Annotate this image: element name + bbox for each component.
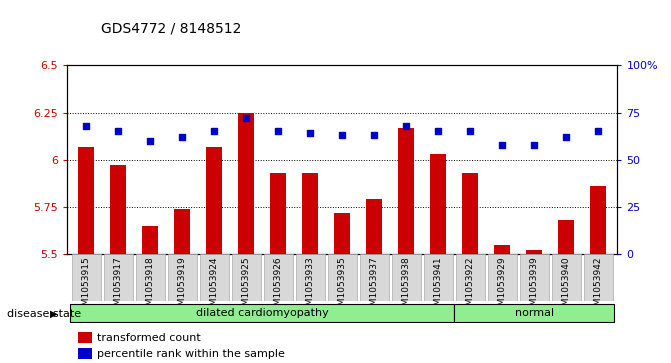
Bar: [462, 173, 478, 254]
FancyBboxPatch shape: [168, 254, 197, 301]
Text: GSM1053937: GSM1053937: [370, 256, 378, 317]
Text: GSM1053942: GSM1053942: [594, 256, 603, 317]
Point: [529, 142, 539, 147]
FancyBboxPatch shape: [232, 254, 260, 301]
Bar: [79, 147, 95, 254]
Text: transformed count: transformed count: [97, 333, 201, 343]
FancyBboxPatch shape: [424, 254, 452, 301]
Point: [497, 142, 507, 147]
FancyBboxPatch shape: [392, 254, 421, 301]
Text: percentile rank within the sample: percentile rank within the sample: [97, 349, 285, 359]
Point: [145, 138, 156, 144]
FancyBboxPatch shape: [520, 254, 548, 301]
Bar: [558, 220, 574, 254]
Bar: [142, 226, 158, 254]
FancyBboxPatch shape: [72, 254, 101, 301]
Bar: [206, 147, 222, 254]
Point: [433, 129, 444, 134]
Point: [465, 129, 476, 134]
Bar: [398, 128, 414, 254]
Text: GSM1053917: GSM1053917: [114, 256, 123, 317]
Bar: [238, 113, 254, 254]
Bar: [334, 213, 350, 254]
Bar: [526, 250, 542, 254]
Text: GSM1053919: GSM1053919: [178, 256, 187, 317]
Text: disease state: disease state: [7, 309, 81, 319]
FancyBboxPatch shape: [264, 254, 293, 301]
FancyBboxPatch shape: [296, 254, 325, 301]
Text: GSM1053926: GSM1053926: [274, 256, 282, 317]
FancyBboxPatch shape: [104, 254, 133, 301]
FancyBboxPatch shape: [328, 254, 356, 301]
Text: GDS4772 / 8148512: GDS4772 / 8148512: [101, 22, 241, 36]
Point: [561, 134, 572, 140]
Bar: [590, 186, 606, 254]
Text: GSM1053925: GSM1053925: [242, 256, 251, 317]
Text: GSM1053938: GSM1053938: [402, 256, 411, 317]
FancyBboxPatch shape: [136, 254, 164, 301]
Point: [81, 123, 92, 129]
FancyBboxPatch shape: [454, 304, 614, 322]
FancyBboxPatch shape: [70, 304, 454, 322]
Text: ▶: ▶: [50, 309, 57, 319]
FancyBboxPatch shape: [360, 254, 389, 301]
Text: GSM1053915: GSM1053915: [82, 256, 91, 317]
Point: [113, 129, 123, 134]
Bar: [78, 332, 92, 343]
Text: GSM1053929: GSM1053929: [498, 256, 507, 317]
Text: GSM1053924: GSM1053924: [210, 256, 219, 317]
Point: [592, 129, 603, 134]
Text: GSM1053939: GSM1053939: [529, 256, 539, 317]
Text: GSM1053922: GSM1053922: [466, 256, 474, 317]
FancyBboxPatch shape: [552, 254, 580, 301]
Bar: [430, 154, 446, 254]
Text: GSM1053941: GSM1053941: [433, 256, 443, 317]
Text: GSM1053940: GSM1053940: [562, 256, 570, 317]
Text: dilated cardiomyopathy: dilated cardiomyopathy: [196, 308, 329, 318]
FancyBboxPatch shape: [488, 254, 517, 301]
Bar: [78, 348, 92, 359]
Text: GSM1053918: GSM1053918: [146, 256, 155, 317]
Bar: [270, 173, 287, 254]
FancyBboxPatch shape: [584, 254, 613, 301]
Text: GSM1053935: GSM1053935: [338, 256, 347, 317]
Bar: [494, 245, 510, 254]
Point: [177, 134, 188, 140]
Bar: [110, 166, 126, 254]
Point: [241, 115, 252, 121]
Bar: [366, 199, 382, 254]
Text: normal: normal: [515, 308, 554, 318]
Point: [209, 129, 219, 134]
Point: [369, 132, 380, 138]
FancyBboxPatch shape: [200, 254, 229, 301]
Bar: [174, 209, 191, 254]
Text: GSM1053933: GSM1053933: [306, 256, 315, 317]
FancyBboxPatch shape: [456, 254, 484, 301]
Point: [273, 129, 284, 134]
Point: [305, 130, 315, 136]
Point: [337, 132, 348, 138]
Point: [401, 123, 411, 129]
Bar: [302, 173, 318, 254]
